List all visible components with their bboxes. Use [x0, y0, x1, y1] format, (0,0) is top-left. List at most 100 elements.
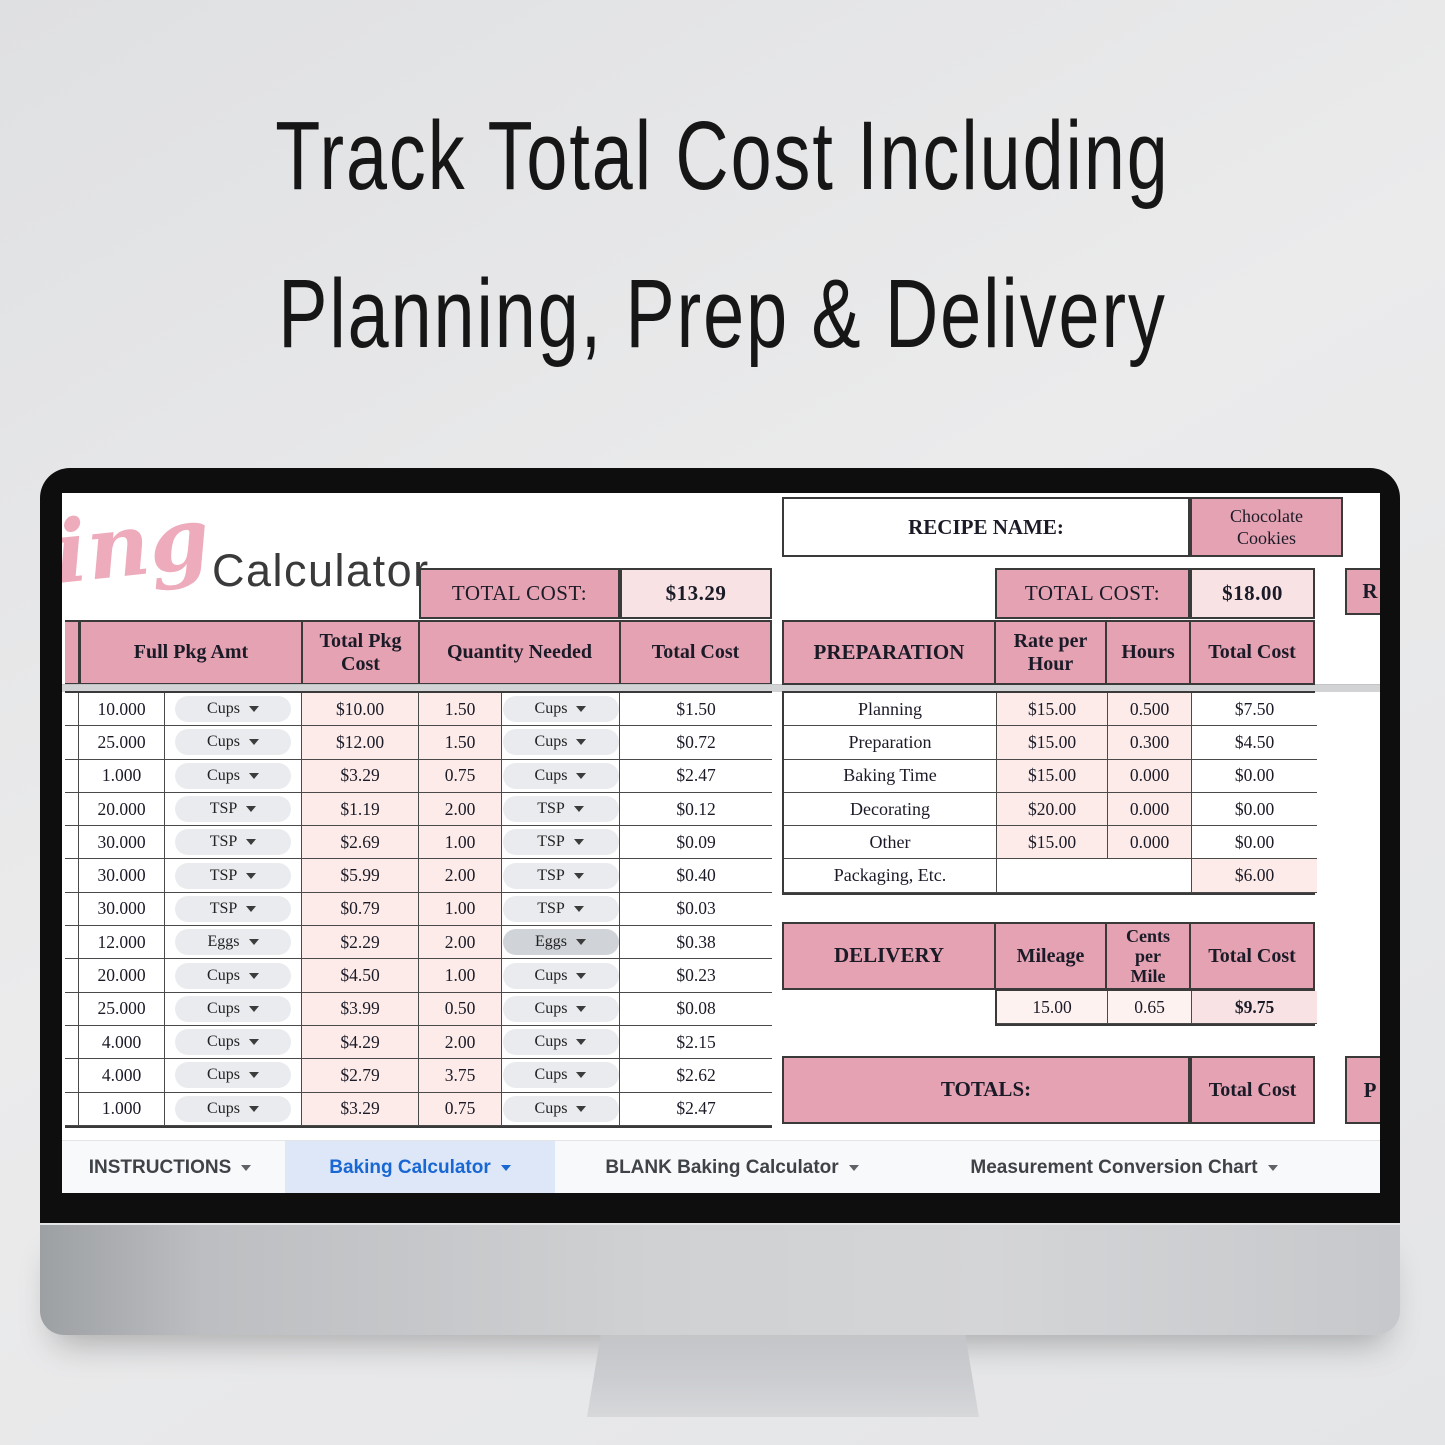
delivery-total-cost-cell[interactable]: $9.75: [1192, 991, 1317, 1025]
pkg-unit-dropdown-cell[interactable]: TSP: [165, 792, 302, 827]
chevron-down-icon[interactable]: [573, 872, 584, 879]
unit-dropdown-chip[interactable]: Cups: [175, 729, 291, 756]
tab-blank-baking-calculator[interactable]: BLANK Baking Calculator: [567, 1141, 897, 1193]
ingredient-name-cell-cut[interactable]: [65, 959, 79, 993]
quantity-needed-cell[interactable]: 1.00: [419, 959, 502, 993]
pkg-unit-dropdown-cell[interactable]: Cups: [165, 726, 302, 760]
ingredient-total-cost-cell[interactable]: $0.40: [620, 859, 772, 893]
ingredient-total-cost-cell[interactable]: $2.15: [620, 1025, 772, 1060]
unit-dropdown-chip[interactable]: TSP: [175, 829, 291, 856]
ingredient-name-cell-cut[interactable]: [65, 926, 79, 960]
prep-hours-cell[interactable]: 0.500: [1108, 693, 1192, 727]
quantity-needed-cell[interactable]: 1.00: [419, 892, 502, 927]
ingredient-name-cell-cut[interactable]: [65, 859, 79, 893]
chevron-down-icon[interactable]: [573, 839, 584, 846]
ingredient-name-cell-cut[interactable]: [65, 1059, 79, 1093]
ingredient-name-cell-cut[interactable]: [65, 726, 79, 760]
unit-dropdown-chip[interactable]: Cups: [175, 1095, 291, 1122]
quantity-needed-cell[interactable]: 0.75: [419, 759, 502, 793]
prep-rate-cell[interactable]: $15.00: [997, 826, 1108, 860]
tab-baking-calculator[interactable]: Baking Calculator: [285, 1141, 555, 1193]
quantity-needed-cell[interactable]: 1.00: [419, 826, 502, 860]
full-pkg-amt-cell[interactable]: 25.000: [79, 726, 165, 760]
chevron-down-icon[interactable]: [573, 905, 584, 912]
chevron-down-icon[interactable]: [246, 872, 257, 879]
quantity-needed-cell[interactable]: 0.50: [419, 992, 502, 1026]
quantity-needed-cell[interactable]: 1.50: [419, 693, 502, 727]
qty-unit-dropdown-cell[interactable]: Cups: [502, 959, 620, 993]
chevron-down-icon[interactable]: [573, 806, 584, 813]
chevron-down-icon[interactable]: [248, 1039, 259, 1046]
prep-hours-cell[interactable]: 0.000: [1108, 826, 1192, 860]
chevron-down-icon[interactable]: [248, 706, 259, 713]
ingredient-total-cost-cell[interactable]: $1.50: [620, 693, 772, 727]
chevron-down-icon[interactable]: [241, 1164, 252, 1171]
qty-unit-dropdown-cell[interactable]: Cups: [502, 1059, 620, 1093]
unit-dropdown-chip[interactable]: Cups: [502, 696, 619, 723]
chevron-down-icon[interactable]: [576, 939, 586, 946]
prep-hours-cell[interactable]: 0.000: [1108, 792, 1192, 827]
chevron-down-icon[interactable]: [248, 739, 259, 746]
mileage-cell[interactable]: 15.00: [997, 991, 1108, 1025]
unit-dropdown-chip[interactable]: Cups: [502, 1095, 619, 1122]
chevron-down-icon[interactable]: [576, 1105, 587, 1112]
ingredient-name-cell-cut[interactable]: [65, 1025, 79, 1060]
qty-unit-dropdown-cell[interactable]: TSP: [502, 826, 620, 860]
unit-dropdown-chip[interactable]: Cups: [502, 1029, 619, 1056]
ingredient-total-cost-cell[interactable]: $0.03: [620, 892, 772, 927]
unit-dropdown-chip[interactable]: Eggs: [175, 929, 291, 956]
prep-hours-cell[interactable]: 0.000: [1108, 759, 1192, 793]
prep-cost-cell[interactable]: $7.50: [1192, 693, 1317, 727]
chevron-down-icon[interactable]: [576, 1005, 587, 1012]
chevron-down-icon[interactable]: [576, 1039, 587, 1046]
quantity-needed-cell[interactable]: 2.00: [419, 926, 502, 960]
cents-per-mile-cell[interactable]: 0.65: [1108, 991, 1192, 1025]
unit-dropdown-chip[interactable]: TSP: [502, 862, 619, 889]
quantity-needed-cell[interactable]: 2.00: [419, 1025, 502, 1060]
chevron-down-icon[interactable]: [576, 772, 587, 779]
chevron-down-icon[interactable]: [1267, 1164, 1278, 1171]
ingredient-total-cost-cell[interactable]: $0.23: [620, 959, 772, 993]
pkg-unit-dropdown-cell[interactable]: Eggs: [165, 926, 302, 960]
ingredient-name-cell-cut[interactable]: [65, 892, 79, 927]
chevron-down-icon[interactable]: [248, 972, 259, 979]
frozen-row-divider[interactable]: [62, 684, 1380, 692]
ingredient-total-cost-cell[interactable]: $0.72: [620, 726, 772, 760]
prep-cost-cell[interactable]: $0.00: [1192, 759, 1317, 793]
chevron-down-icon[interactable]: [848, 1164, 859, 1171]
ingredient-name-cell-cut[interactable]: [65, 992, 79, 1026]
qty-unit-dropdown-cell[interactable]: Cups: [502, 726, 620, 760]
unit-dropdown-chip[interactable]: Cups: [502, 995, 619, 1022]
recipe-name-value[interactable]: Chocolate Cookies: [1190, 497, 1343, 557]
quantity-needed-cell[interactable]: 2.00: [419, 859, 502, 893]
chevron-down-icon[interactable]: [576, 739, 587, 746]
quantity-needed-cell[interactable]: 2.00: [419, 792, 502, 827]
full-pkg-amt-cell[interactable]: 30.000: [79, 826, 165, 860]
quantity-needed-cell[interactable]: 0.75: [419, 1092, 502, 1126]
prep-rate-cell[interactable]: $15.00: [997, 726, 1108, 760]
prep-rate-cell[interactable]: $15.00: [997, 693, 1108, 727]
qty-unit-dropdown-cell[interactable]: Cups: [502, 992, 620, 1026]
chevron-down-icon[interactable]: [248, 772, 259, 779]
unit-dropdown-chip[interactable]: Cups: [502, 729, 619, 756]
ingredient-total-cost-cell[interactable]: $0.38: [620, 926, 772, 960]
prep-rate-cell[interactable]: $15.00: [997, 759, 1108, 793]
tab-measurement-conversion-chart[interactable]: Measurement Conversion Chart: [914, 1141, 1334, 1193]
full-pkg-amt-cell[interactable]: 30.000: [79, 859, 165, 893]
pkg-unit-dropdown-cell[interactable]: TSP: [165, 826, 302, 860]
chevron-down-icon[interactable]: [576, 706, 587, 713]
full-pkg-amt-cell[interactable]: 20.000: [79, 959, 165, 993]
full-pkg-amt-cell[interactable]: 4.000: [79, 1059, 165, 1093]
total-pkg-cost-cell[interactable]: $2.29: [302, 926, 419, 960]
total-pkg-cost-cell[interactable]: $3.99: [302, 992, 419, 1026]
chevron-down-icon[interactable]: [576, 972, 587, 979]
unit-dropdown-chip[interactable]: Cups: [502, 762, 619, 789]
ingredient-name-cell-cut[interactable]: [65, 693, 79, 727]
pkg-unit-dropdown-cell[interactable]: Cups: [165, 959, 302, 993]
prep-rate-cell[interactable]: $20.00: [997, 792, 1108, 827]
ingredient-name-cell-cut[interactable]: [65, 759, 79, 793]
total-pkg-cost-cell[interactable]: $2.69: [302, 826, 419, 860]
total-pkg-cost-cell[interactable]: $2.79: [302, 1059, 419, 1093]
ingredient-total-cost-cell[interactable]: $2.62: [620, 1059, 772, 1093]
prep-hours-cell[interactable]: 0.300: [1108, 726, 1192, 760]
